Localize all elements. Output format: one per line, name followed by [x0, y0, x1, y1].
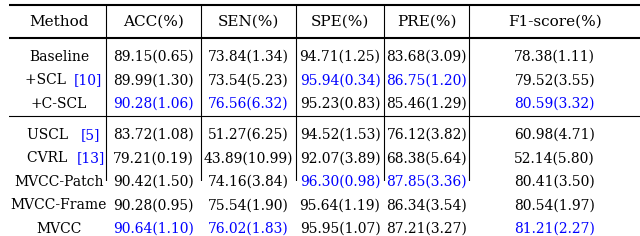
Text: 95.95(1.07): 95.95(1.07) [300, 222, 380, 236]
Text: 89.99(1.30): 89.99(1.30) [113, 73, 194, 88]
Text: 79.52(3.55): 79.52(3.55) [515, 73, 595, 88]
Text: 80.59(3.32): 80.59(3.32) [515, 97, 595, 111]
Text: 95.23(0.83): 95.23(0.83) [300, 97, 380, 111]
Text: 76.02(1.83): 76.02(1.83) [208, 222, 289, 236]
Text: 43.89(10.99): 43.89(10.99) [204, 151, 293, 165]
Text: F1-score(%): F1-score(%) [508, 15, 602, 29]
Text: PRE(%): PRE(%) [397, 15, 456, 29]
Text: 83.68(3.09): 83.68(3.09) [387, 50, 467, 64]
Text: 68.38(5.64): 68.38(5.64) [387, 151, 467, 165]
Text: +SCL: +SCL [25, 73, 70, 88]
Text: 95.64(1.19): 95.64(1.19) [300, 198, 380, 212]
Text: Baseline: Baseline [29, 50, 89, 64]
Text: 85.46(1.29): 85.46(1.29) [387, 97, 467, 111]
Text: USCL: USCL [27, 128, 72, 142]
Text: CVRL: CVRL [28, 151, 72, 165]
Text: 94.52(1.53): 94.52(1.53) [300, 128, 380, 142]
Text: 60.98(4.71): 60.98(4.71) [515, 128, 595, 142]
Text: 86.75(1.20): 86.75(1.20) [387, 73, 467, 88]
Text: 73.54(5.23): 73.54(5.23) [208, 73, 289, 88]
Text: 74.16(3.84): 74.16(3.84) [208, 175, 289, 189]
Text: 89.15(0.65): 89.15(0.65) [113, 50, 194, 64]
Text: MVCC-Patch: MVCC-Patch [14, 175, 104, 189]
Text: MVCC: MVCC [36, 222, 82, 236]
Text: 79.21(0.19): 79.21(0.19) [113, 151, 194, 165]
Text: 90.42(1.50): 90.42(1.50) [113, 175, 194, 189]
Text: 96.30(0.98): 96.30(0.98) [300, 175, 380, 189]
Text: 90.28(1.06): 90.28(1.06) [113, 97, 194, 111]
Text: 76.12(3.82): 76.12(3.82) [387, 128, 467, 142]
Text: 80.54(1.97): 80.54(1.97) [515, 198, 595, 212]
Text: 76.56(6.32): 76.56(6.32) [208, 97, 289, 111]
Text: [10]: [10] [73, 73, 102, 88]
Text: 51.27(6.25): 51.27(6.25) [208, 128, 289, 142]
Text: 95.94(0.34): 95.94(0.34) [300, 73, 380, 88]
Text: 90.64(1.10): 90.64(1.10) [113, 222, 194, 236]
Text: 81.21(2.27): 81.21(2.27) [515, 222, 595, 236]
Text: 92.07(3.89): 92.07(3.89) [300, 151, 380, 165]
Text: [13]: [13] [76, 151, 105, 165]
Text: 90.28(0.95): 90.28(0.95) [113, 198, 194, 212]
Text: [5]: [5] [81, 128, 100, 142]
Text: 83.72(1.08): 83.72(1.08) [113, 128, 194, 142]
Text: MVCC-Frame: MVCC-Frame [11, 198, 108, 212]
Text: Method: Method [29, 15, 89, 29]
Text: 86.34(3.54): 86.34(3.54) [387, 198, 467, 212]
Text: 75.54(1.90): 75.54(1.90) [208, 198, 289, 212]
Text: 94.71(1.25): 94.71(1.25) [300, 50, 381, 64]
Text: 87.85(3.36): 87.85(3.36) [387, 175, 467, 189]
Text: 78.38(1.11): 78.38(1.11) [515, 50, 595, 64]
Text: 80.41(3.50): 80.41(3.50) [515, 175, 595, 189]
Text: +C-SCL: +C-SCL [31, 97, 87, 111]
Text: SEN(%): SEN(%) [218, 15, 279, 29]
Text: 73.84(1.34): 73.84(1.34) [208, 50, 289, 64]
Text: ACC(%): ACC(%) [124, 15, 184, 29]
Text: 87.21(3.27): 87.21(3.27) [387, 222, 467, 236]
Text: 52.14(5.80): 52.14(5.80) [515, 151, 595, 165]
Text: SPE(%): SPE(%) [311, 15, 369, 29]
